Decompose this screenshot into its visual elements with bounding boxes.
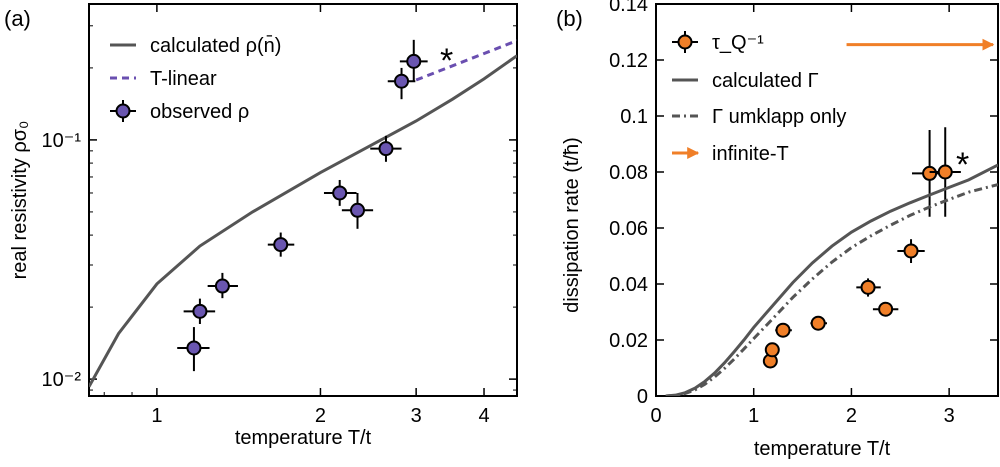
panel-b-xlabel: temperature T/t	[754, 438, 891, 460]
panel-b-point-4	[860, 279, 876, 295]
panel-b-series-1-line	[665, 163, 998, 396]
panel-b-point-2	[775, 322, 791, 338]
panel-b-ytick-label: 0.08	[609, 162, 648, 184]
panel-a-series-0-line	[89, 54, 517, 388]
panel-a-point-6	[378, 141, 394, 157]
panel-b-legend: τ_Q⁻¹ calculated Γ Γ umklapp only infini…	[672, 31, 846, 165]
panel-b-ytick-label: 0.06	[609, 218, 648, 240]
legend-a-marker-observed	[115, 103, 131, 119]
panel-a-point-1	[192, 303, 208, 319]
panel-b-ytick-label: 0.1	[620, 106, 648, 128]
panel-a-point-8	[406, 53, 422, 69]
panel-a-point-7	[394, 73, 410, 89]
panel-a-series	[89, 39, 517, 388]
panel-a-xtick-label: 1	[151, 405, 162, 427]
panel-a-point-2	[214, 278, 230, 294]
panel-b-xtick-label: 0	[650, 405, 661, 427]
panel-b: (b) 0 1 2 3 0 0.02 0.04 0.06 0.08 0.1 0.12 0.14 tem…	[556, 0, 999, 460]
panel-a-point-5	[350, 202, 366, 218]
panel-b-plot-frame	[655, 3, 999, 397]
panel-b-label: (b)	[556, 6, 583, 31]
panel-a-label: (a)	[4, 6, 31, 31]
panel-a-ylabel: real resistivity ρσ₀	[9, 121, 31, 280]
legend-b-label-umklapp: Γ umklapp only	[712, 106, 846, 128]
legend-b-label-infinite: infinite-T	[712, 143, 789, 165]
legend-b-label-calculated: calculated Γ	[712, 70, 819, 92]
panel-b-xtick-label: 1	[748, 405, 759, 427]
panel-b-ylabel: dissipation rate (t/ħ)	[561, 137, 583, 313]
panel-a-point-4	[332, 185, 348, 201]
panel-a-point-0	[186, 340, 202, 356]
panel-b-point-5	[878, 301, 894, 317]
panel-b-xtick-label: 3	[944, 405, 955, 427]
panel-a-ytick-label: 10⁻²	[42, 369, 82, 391]
panel-b-ytick-label: 0.14	[609, 0, 648, 16]
panel-a-ytick-label: 10⁻¹	[42, 130, 82, 152]
panel-b-ytick-label: 0	[637, 386, 648, 408]
panel-b-ytick-label: 0.02	[609, 330, 648, 352]
panel-b-point-6	[903, 243, 919, 259]
legend-a-label-observed: observed ρ	[150, 101, 249, 123]
panel-b-annotation: *	[956, 146, 969, 184]
panel-a-annotation: *	[440, 42, 453, 80]
panel-b-axis-ticks: 0 1 2 3 0 0.02 0.04 0.06 0.08 0.1 0.12 0.14	[609, 0, 998, 427]
panel-b-series	[665, 38, 998, 396]
panel-b-point-1	[764, 342, 780, 358]
panel-a-plot-frame	[88, 3, 518, 397]
panel-b-point-8	[937, 164, 953, 180]
panel-a-xtick-label: 3	[411, 405, 422, 427]
panel-a-xtick-label: 2	[315, 405, 326, 427]
panel-a-legend: calculated ρ(n̄) T-linear observed ρ	[110, 34, 281, 123]
panel-b-xtick-label: 2	[846, 405, 857, 427]
panel-b-point-3	[810, 315, 826, 331]
panel-a: (a) 1 2 3 4 10⁻² 10⁻¹ temperature T/t real re…	[4, 3, 518, 449]
panel-a-xlabel: temperature T/t	[235, 427, 372, 449]
legend-a-label-calculated: calculated ρ(n̄)	[150, 34, 281, 57]
panel-a-xtick-label: 4	[478, 405, 489, 427]
legend-b-label-tauq: τ_Q⁻¹	[712, 32, 764, 54]
panel-a-series-1-line	[415, 39, 517, 82]
legend-a-label-tlinear: T-linear	[150, 68, 217, 90]
panel-b-ytick-label: 0.12	[609, 50, 648, 72]
panel-a-point-3	[273, 237, 289, 253]
legend-b-marker-tauq	[677, 34, 693, 50]
panel-b-series-2-line	[665, 183, 998, 396]
panel-b-point-7	[922, 165, 938, 181]
panel-b-ytick-label: 0.04	[609, 274, 648, 296]
